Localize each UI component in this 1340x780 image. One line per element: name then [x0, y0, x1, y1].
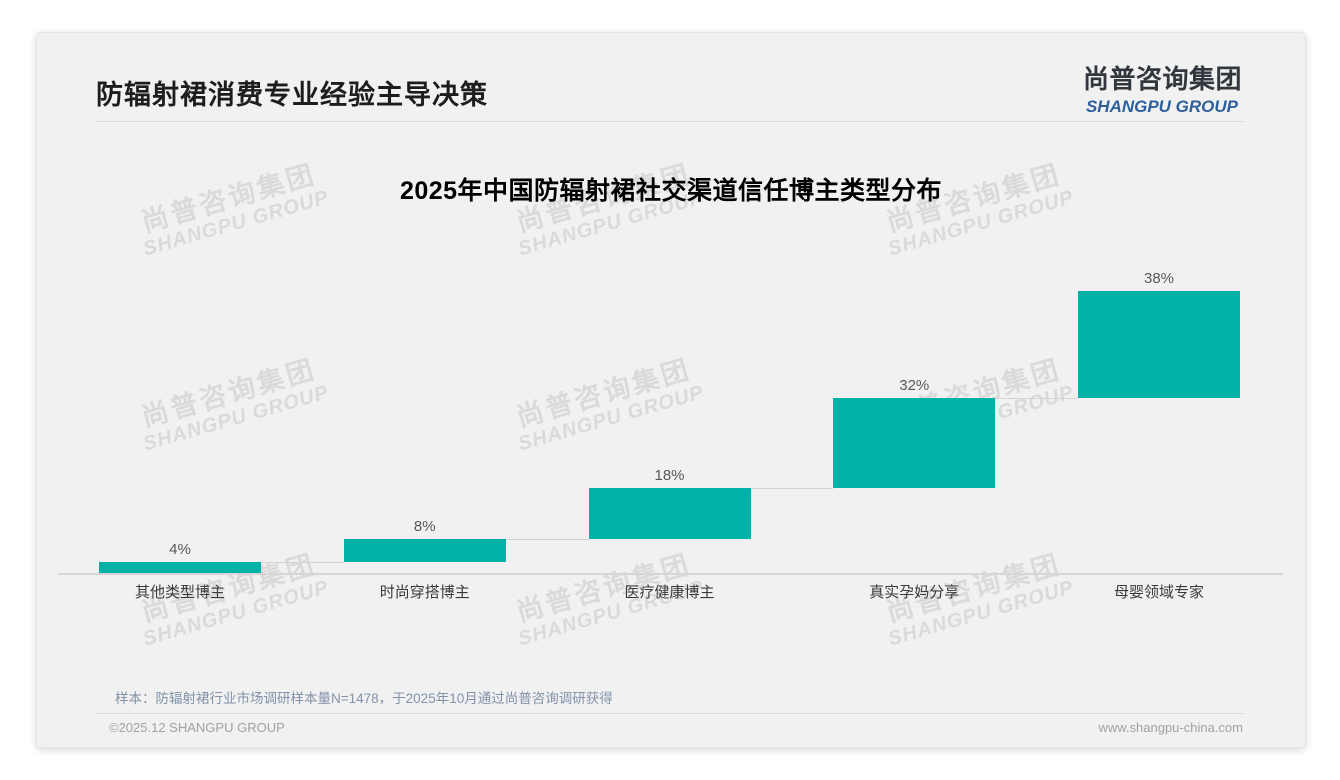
connector-line [995, 398, 1078, 400]
category-label: 时尚穿搭博主 [379, 584, 470, 601]
bar-value-label: 8% [413, 518, 436, 536]
category-label: 母婴领域专家 [1113, 584, 1204, 601]
bar-value-label: 32% [899, 377, 930, 395]
waterfall-bar [1078, 291, 1240, 399]
waterfall-bar [833, 398, 996, 489]
category-label: 真实孕妈分享 [869, 584, 960, 601]
header-divider [96, 121, 1244, 122]
waterfall-bar [343, 539, 506, 562]
waterfall-chart: 4% 其他类型博主 8% 时尚穿搭博主 18% 医疗健康博主 32% 真实孕妈分享 38% 母婴领… [37, 33, 1305, 747]
connector-line [750, 488, 834, 490]
footer-divider [96, 713, 1244, 714]
connector-line [261, 561, 344, 563]
copyright-text: ©2025.12 SHANGPU GROUP [109, 720, 285, 735]
bar-value-label: 4% [169, 540, 191, 558]
logo-text-en: SHANGPU GROUP [1085, 97, 1239, 116]
bar-value-label: 18% [654, 467, 685, 485]
page-title: 防辐射裙消费专业经验主导决策 [96, 80, 488, 110]
source-note: 样本：防辐射裙行业市场调研样本量N=1478，于2025年10月通过尚普咨询调研… [115, 691, 613, 706]
website-url: www.shangpu-china.com [1098, 720, 1243, 735]
x-axis-line [58, 573, 1283, 575]
slide-card: 尚普咨询集团 SHANGPU GROUP 尚普咨询集团 SHANGPU GROUP 尚普… [36, 32, 1306, 748]
category-label: 其他类型博主 [134, 584, 225, 601]
company-logo: 尚普咨询集团 SHANGPU GROUP [1083, 59, 1243, 117]
logo-text-cn: 尚普咨询集团 [1083, 64, 1243, 94]
chart-title: 2025年中国防辐射裙社交渠道信任博主类型分布 [399, 177, 943, 205]
waterfall-bar [99, 561, 261, 573]
category-label: 医疗健康博主 [624, 584, 715, 601]
connector-line [505, 539, 589, 541]
bar-value-label: 38% [1143, 270, 1175, 287]
waterfall-bar [588, 488, 751, 540]
